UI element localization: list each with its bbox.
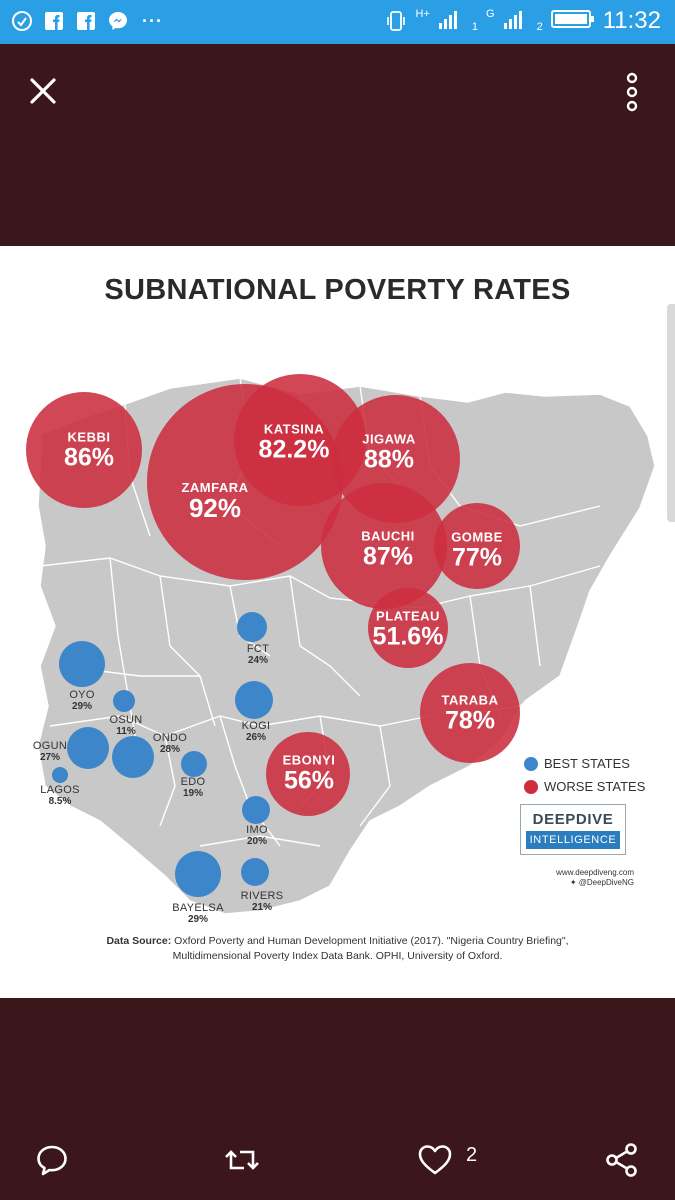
label-bayelsa: BAYELSA 29% (172, 902, 224, 925)
bubble-taraba (420, 663, 520, 763)
network-type-label: H+ (415, 8, 430, 20)
reply-icon[interactable] (34, 1142, 70, 1178)
bubble-kogi (235, 681, 273, 719)
legend-best-swatch (524, 756, 538, 771)
legend-best: BEST STATES (524, 756, 645, 771)
label-edo: EDO 19% (180, 776, 206, 799)
label-fct: FCT 24% (246, 643, 270, 666)
top-app-bar (0, 44, 675, 134)
share-icon[interactable] (604, 1142, 640, 1178)
bubble-ebonyi (266, 732, 350, 816)
bubble-ogun (67, 727, 109, 769)
map-legend: BEST STATES WORSE STATES (524, 756, 645, 802)
like-count: 2 (466, 1144, 478, 1166)
heart-icon[interactable] (416, 1142, 454, 1178)
close-icon[interactable] (26, 74, 60, 108)
tweet-actions-bar (0, 1120, 675, 1200)
label-jigawa: JIGAWA 88% (362, 431, 416, 474)
label-katsina: KATSINA 82.2% (258, 421, 330, 464)
bubble-katsina (234, 374, 366, 506)
label-kebbi: KEBBI 86% (63, 429, 115, 472)
bubble-ondo (112, 736, 154, 778)
bubble-edo (181, 751, 207, 777)
bubble-oyo (59, 641, 105, 687)
label-imo: IMO 20% (246, 824, 268, 847)
source-label: Data Source: (106, 935, 172, 947)
clock: 11:32 (602, 7, 661, 34)
label-ebonyi: EBONYI 56% (282, 752, 336, 795)
twitter-bird-icon: ✦ (569, 878, 577, 888)
status-bar: ··· H+ 1 G 2 11:32 (0, 0, 675, 44)
label-oyo: OYO 29% (69, 689, 95, 712)
bubble-rivers (241, 858, 269, 886)
overflow-indicator: ··· (142, 10, 163, 31)
source-line-1: Oxford Poverty and Human Development Ini… (171, 935, 569, 947)
worse-states-bubbles (26, 374, 520, 816)
data-source: Data Source: Oxford Poverty and Human De… (0, 934, 675, 964)
bubble-lagos (52, 767, 68, 783)
bubble-bauchi (321, 483, 447, 609)
bubble-gombe (434, 503, 520, 589)
legend-worse-swatch (524, 779, 538, 794)
bubble-kebbi (26, 392, 142, 508)
bubble-osun (113, 690, 135, 712)
signal-icon (503, 8, 529, 35)
bubble-plateau (368, 588, 448, 668)
more-vert-icon[interactable] (625, 72, 639, 112)
signal-icon (438, 8, 464, 35)
brand-name-bottom: INTELLIGENCE (526, 831, 620, 849)
label-gombe: GOMBE 77% (451, 529, 503, 572)
deepdive-logo: DEEPDIVE INTELLIGENCE (520, 804, 626, 855)
bubble-imo (242, 796, 270, 824)
label-rivers: RIVERS 21% (240, 890, 284, 913)
brand-contact: www.deepdiveng.com ✦ @DeepDiveNG (520, 868, 634, 889)
sim-1-label: 1 (471, 21, 479, 33)
brand-name-top: DEEPDIVE (532, 811, 614, 828)
vibrate-icon (384, 9, 408, 33)
best-states-bubbles (52, 612, 273, 897)
label-plateau: PLATEAU 51.6% (372, 608, 444, 651)
sim-2-label: 2 (536, 21, 543, 33)
brand-website: www.deepdiveng.com (556, 868, 634, 877)
label-lagos: LAGOS 8.5% (40, 784, 80, 807)
infographic-title: SUBNATIONAL POVERTY RATES (104, 274, 571, 306)
messenger-icon (106, 9, 130, 33)
infographic-image[interactable]: SUBNATIONAL POVERTY RATES (0, 246, 675, 998)
label-bauchi: BAUCHI 87% (361, 528, 415, 571)
bubble-fct (237, 612, 267, 642)
label-zamfara: ZAMFARA 92% (181, 479, 249, 523)
network-type-label: G (486, 8, 495, 20)
facebook-icon (42, 9, 66, 33)
label-taraba: TARABA 78% (441, 692, 499, 735)
nigeria-map (26, 374, 656, 915)
legend-worse: WORSE STATES (524, 779, 645, 794)
label-ogun: OGUN 27% (32, 740, 68, 763)
facebook-icon (74, 9, 98, 33)
scroll-indicator (667, 304, 675, 522)
brand-twitter: ✦ @DeepDiveNG (569, 878, 634, 888)
bubble-bayelsa (175, 851, 221, 897)
chat-app-icon (10, 9, 34, 33)
source-line-2: Multidimensional Poverty Index Data Bank… (172, 950, 503, 963)
retweet-icon[interactable] (222, 1142, 262, 1178)
label-ondo: ONDO 28% (152, 732, 188, 755)
label-kogi: KOGI 26% (241, 720, 271, 743)
label-osun: OSUN 11% (109, 714, 143, 737)
battery-icon (550, 8, 595, 35)
